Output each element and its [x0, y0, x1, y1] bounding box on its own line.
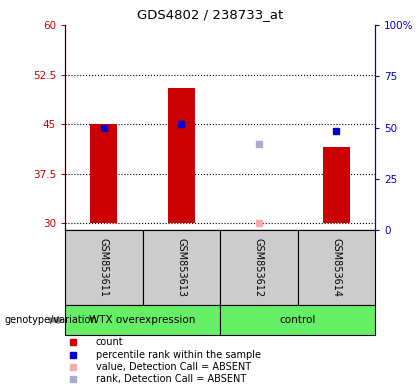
Text: WTX overexpression: WTX overexpression [89, 315, 196, 325]
Bar [297, 230, 375, 305]
Text: GSM853614: GSM853614 [331, 238, 341, 297]
Text: value, Detection Call = ABSENT: value, Detection Call = ABSENT [96, 362, 251, 372]
Bar [220, 230, 297, 305]
Text: GSM853613: GSM853613 [176, 238, 186, 297]
Text: rank, Detection Call = ABSENT: rank, Detection Call = ABSENT [96, 374, 246, 384]
Bar [90, 124, 117, 223]
Text: count: count [96, 338, 123, 348]
Text: GDS4802 / 238733_at: GDS4802 / 238733_at [137, 8, 283, 21]
Bar [65, 305, 220, 335]
Bar [168, 88, 195, 223]
Text: control: control [279, 315, 316, 325]
Text: percentile rank within the sample: percentile rank within the sample [96, 349, 261, 359]
Bar [65, 230, 142, 305]
Text: genotype/variation: genotype/variation [4, 315, 97, 325]
Text: GSM853611: GSM853611 [99, 238, 109, 297]
Bar [142, 230, 220, 305]
Bar [323, 147, 350, 223]
Bar [220, 305, 375, 335]
Text: GSM853612: GSM853612 [254, 238, 264, 297]
